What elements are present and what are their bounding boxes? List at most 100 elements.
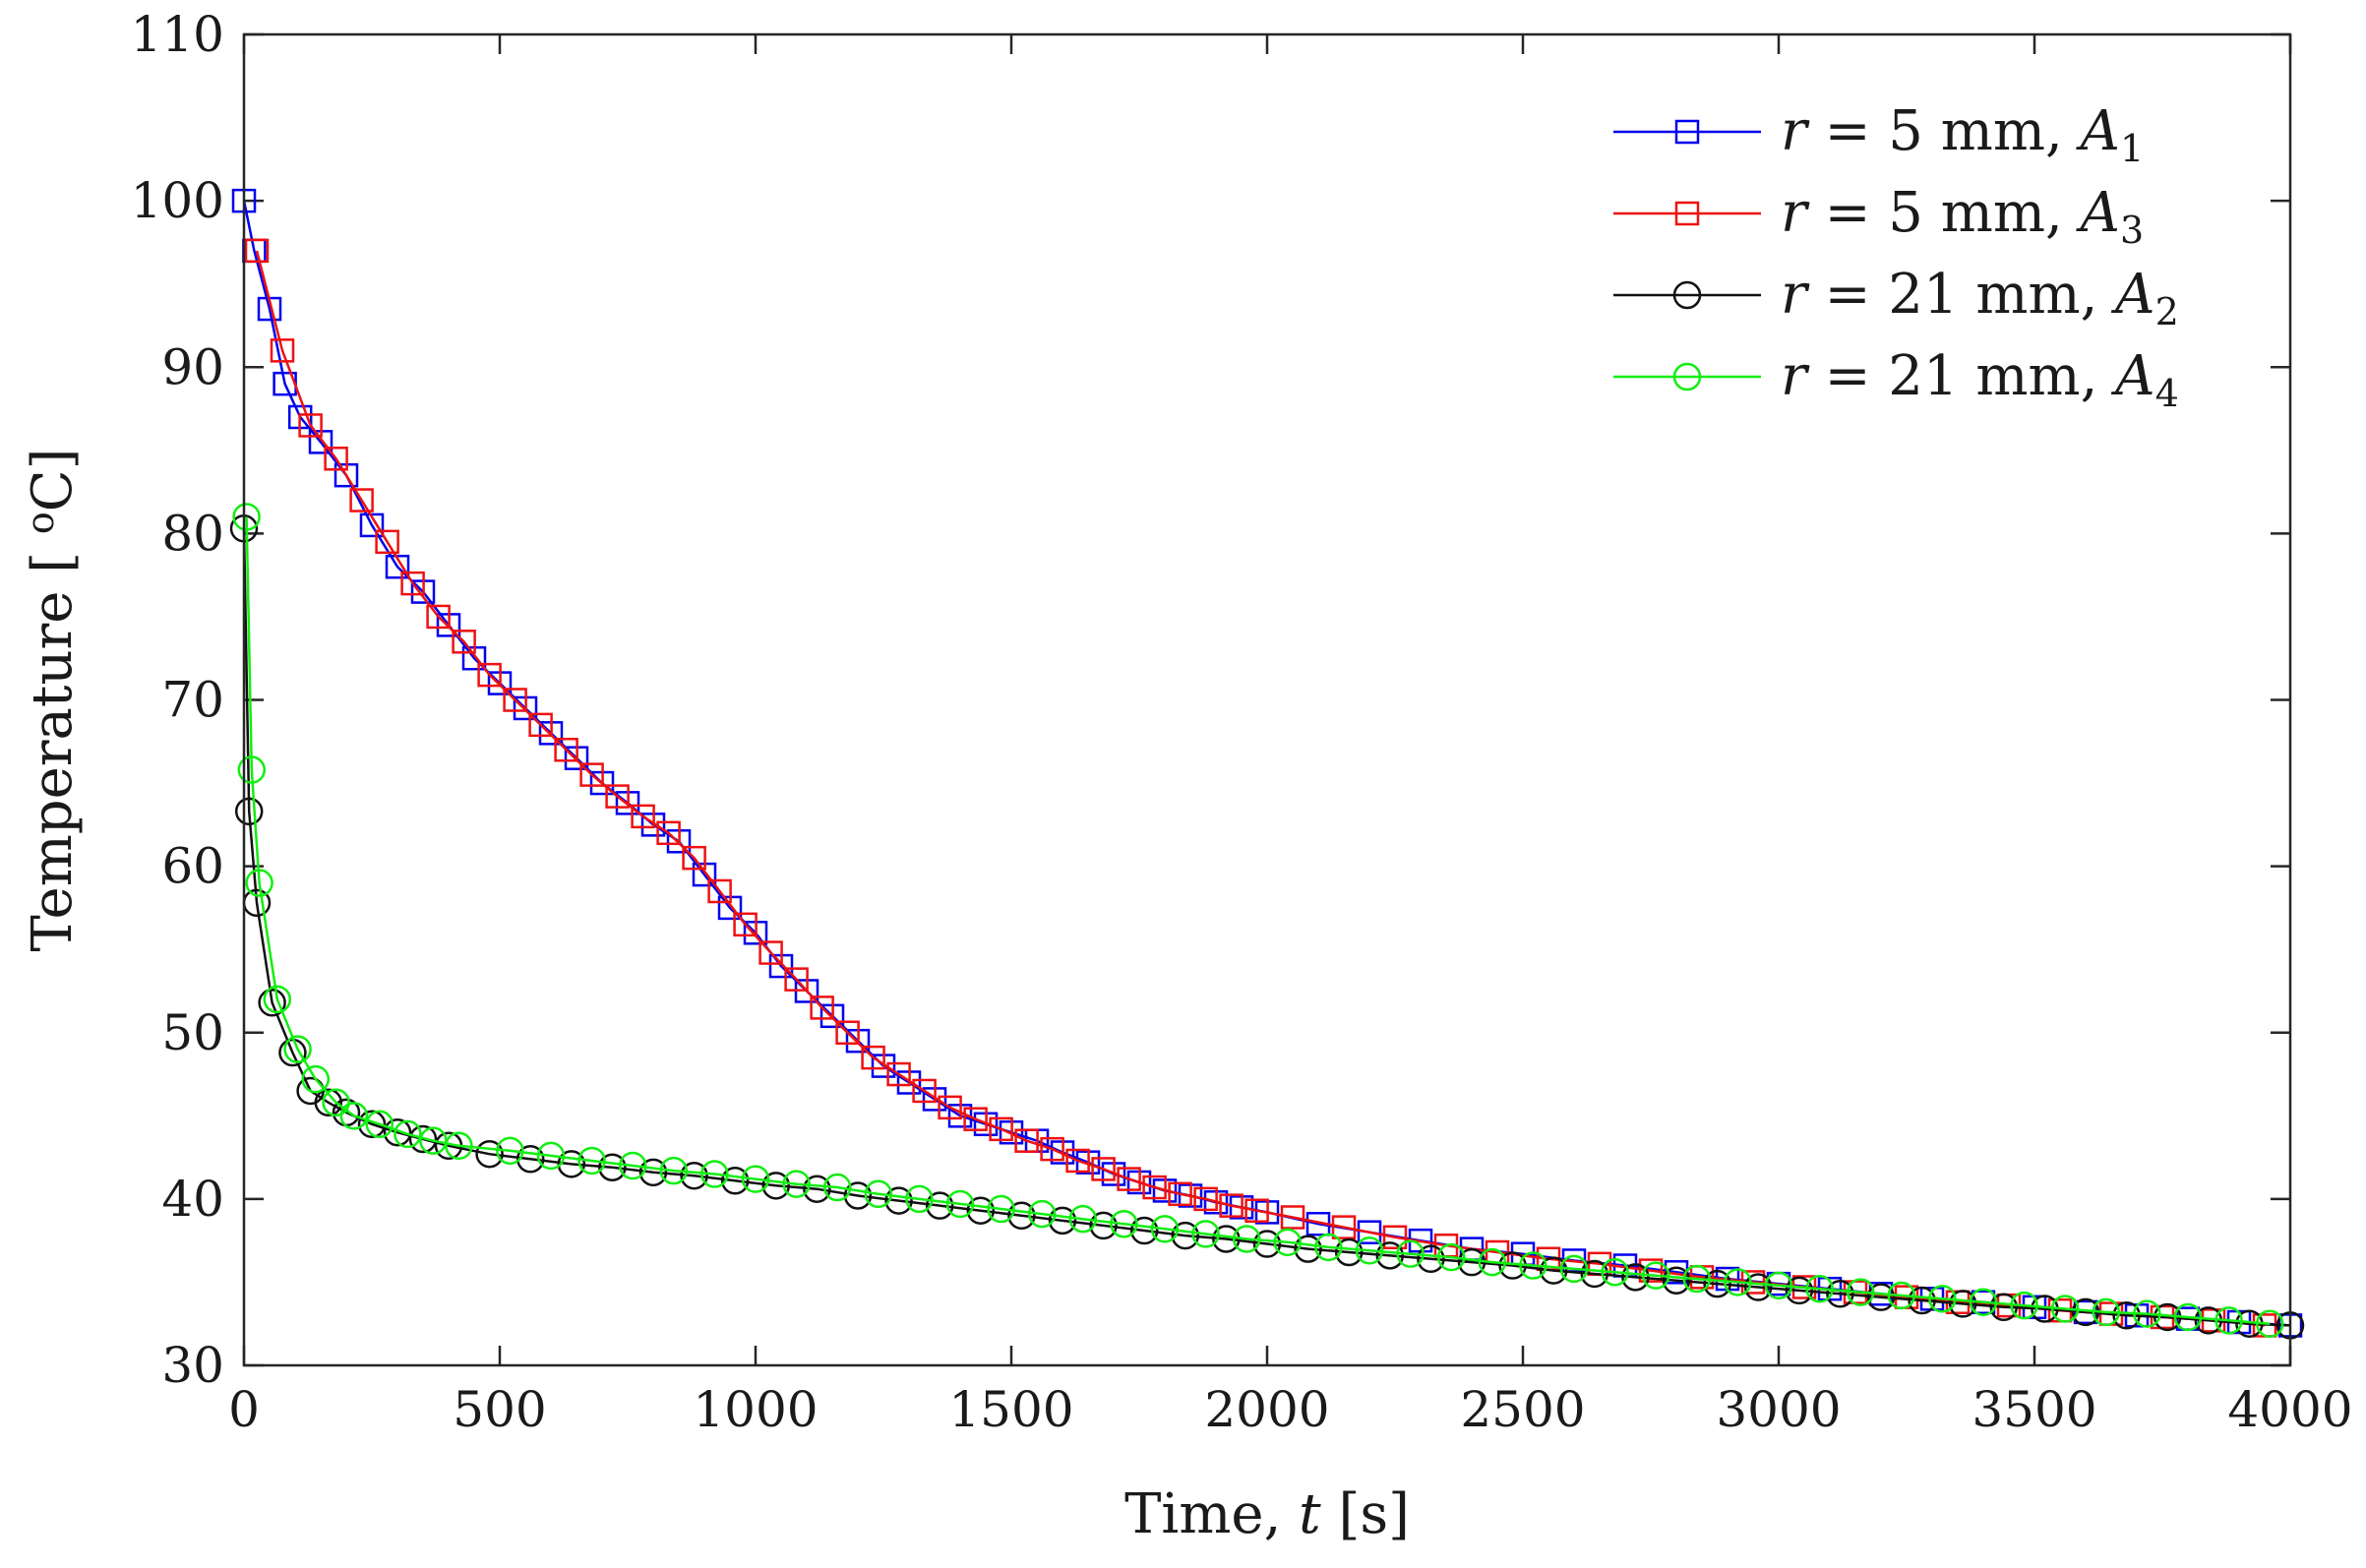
- data-point: [835, 1020, 860, 1045]
- y-tick-label: 30: [161, 1337, 224, 1394]
- x-tick-label: 1000: [693, 1381, 818, 1438]
- data-point: [938, 1095, 962, 1120]
- data-point: [905, 1184, 934, 1214]
- data-point: [1826, 1280, 1854, 1308]
- data-point: [945, 1189, 975, 1219]
- data-point: [1089, 1211, 1118, 1240]
- data-point: [383, 1117, 412, 1147]
- series-4: [232, 503, 2284, 1338]
- data-point: [2092, 1297, 2121, 1327]
- data-point: [536, 1141, 566, 1171]
- data-point: [557, 1150, 586, 1178]
- data-point: [700, 1160, 729, 1188]
- x-tick-label: 3500: [1972, 1381, 2096, 1438]
- data-point: [1014, 1128, 1039, 1153]
- data-point: [1027, 1199, 1057, 1229]
- data-point: [1191, 1220, 1220, 1248]
- legend-entry: r = 21 mm, A4: [1613, 344, 2179, 415]
- y-tick-label: 50: [161, 1004, 224, 1061]
- x-tick-label: 500: [453, 1381, 546, 1438]
- data-point: [496, 1136, 524, 1166]
- legend-entry: r = 21 mm, A2: [1613, 263, 2179, 333]
- data-point: [810, 995, 834, 1020]
- data-point: [1396, 1239, 1425, 1268]
- data-point: [886, 1061, 911, 1087]
- data-point: [258, 989, 286, 1017]
- legend: r = 5 mm, A1 r = 5 mm, A3 r = 21 mm, A2 r =…: [1613, 99, 2179, 415]
- data-point: [452, 630, 476, 654]
- x-tick-label: 2000: [1204, 1381, 1329, 1438]
- data-point: [1382, 1225, 1408, 1250]
- data-point: [1068, 1204, 1098, 1234]
- data-point: [408, 1124, 438, 1154]
- data-point: [1866, 1283, 1896, 1311]
- data-point: [656, 820, 681, 846]
- legend-entry: r = 5 mm, A1: [1613, 99, 2144, 170]
- data-point: [1232, 1225, 1261, 1253]
- data-point: [322, 1088, 350, 1117]
- data-point: [1314, 1233, 1343, 1262]
- data-point: [1478, 1247, 1507, 1277]
- data-point: [1601, 1258, 1629, 1287]
- data-point: [680, 1161, 708, 1190]
- legend-label: r = 21 mm, A2: [1781, 263, 2179, 333]
- legend-entry: r = 5 mm, A3: [1613, 181, 2144, 252]
- data-point: [682, 845, 706, 871]
- data-point: [314, 1088, 343, 1117]
- data-point: [1252, 1230, 1282, 1258]
- data-point: [631, 804, 655, 829]
- data-point: [339, 1102, 369, 1130]
- data-point: [245, 869, 273, 897]
- data-point: [1171, 1221, 1200, 1250]
- y-tick-label: 80: [161, 505, 224, 562]
- data-point: [298, 413, 323, 438]
- x-tick-label: 1500: [948, 1381, 1073, 1438]
- data-point: [1743, 1273, 1773, 1301]
- data-point: [659, 1156, 689, 1185]
- data-point: [1989, 1293, 2019, 1322]
- data-point: [861, 1045, 885, 1070]
- data-point: [1244, 1198, 1269, 1223]
- data-point: [1559, 1254, 1589, 1284]
- legend-marker: [1674, 201, 1700, 226]
- data-point: [1724, 1268, 1752, 1297]
- data-point: [400, 571, 425, 596]
- legend-label: r = 5 mm, A1: [1781, 99, 2144, 170]
- legend-marker: [1674, 119, 1700, 145]
- data-point: [528, 712, 553, 738]
- data-point: [1764, 1271, 1793, 1300]
- data-point: [1065, 1148, 1090, 1174]
- data-point: [2173, 1302, 2203, 1332]
- data-point: [1805, 1274, 1834, 1303]
- data-point: [1168, 1181, 1192, 1207]
- data-point: [1355, 1236, 1384, 1265]
- data-point: [1969, 1288, 1998, 1316]
- data-point: [925, 1191, 954, 1220]
- data-point: [966, 1196, 996, 1225]
- data-point: [741, 1165, 770, 1193]
- data-point: [963, 1107, 988, 1131]
- data-point: [1280, 1205, 1305, 1230]
- data-point: [618, 1151, 647, 1180]
- data-point: [605, 784, 630, 809]
- data-point: [1219, 1193, 1244, 1218]
- data-point: [2050, 1295, 2080, 1323]
- data-point: [1048, 1206, 1077, 1236]
- y-tick-label: 40: [161, 1171, 224, 1228]
- y-tick-label: 90: [161, 338, 224, 395]
- data-point: [912, 1078, 937, 1104]
- data-point: [385, 554, 410, 579]
- data-point: [1785, 1276, 1814, 1305]
- data-point: [1040, 1136, 1064, 1162]
- y-tick-label: 70: [161, 672, 224, 729]
- data-point: [2214, 1306, 2243, 1335]
- legend-label: r = 21 mm, A4: [1781, 344, 2179, 415]
- data-point: [1887, 1281, 1916, 1310]
- data-point: [784, 967, 809, 992]
- data-point: [864, 1179, 893, 1209]
- x-tick-label: 0: [228, 1381, 260, 1438]
- data-point: [263, 985, 292, 1014]
- data-point: [237, 755, 267, 784]
- data-point: [232, 503, 261, 531]
